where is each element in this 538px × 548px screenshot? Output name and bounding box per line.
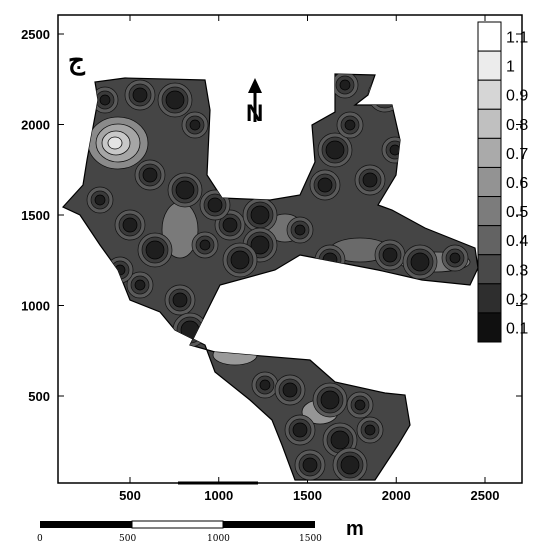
- legend-label: 0.1: [506, 320, 528, 337]
- contour-ring: [99, 94, 111, 106]
- contour-ring: [320, 390, 340, 410]
- contour-ring: [250, 235, 270, 255]
- contour-ring: [362, 172, 378, 188]
- contour-ring: [145, 240, 165, 260]
- contour-ring: [134, 279, 146, 291]
- scale-label: 0: [37, 534, 43, 543]
- scale-segment: [131, 520, 224, 529]
- legend-label: 0.3: [506, 262, 528, 279]
- legend-swatch: [477, 108, 502, 139]
- contour-ring: [172, 292, 188, 308]
- contour-ring: [354, 399, 366, 411]
- legend-swatch: [477, 137, 502, 168]
- north-arrow-icon: N: [246, 78, 263, 127]
- contour-ring: [344, 119, 356, 131]
- x-tick-label: 2500: [471, 488, 500, 503]
- contour-ring: [449, 252, 461, 264]
- north-label: N: [246, 100, 263, 127]
- contour-ring: [132, 87, 148, 103]
- contour-ring: [175, 180, 195, 200]
- contour-ring: [317, 177, 333, 193]
- legend-label: 1: [506, 59, 515, 76]
- contour-ring: [330, 430, 350, 450]
- legend-swatch: [477, 312, 502, 343]
- legend-swatch: [477, 196, 502, 227]
- contour-ring: [94, 194, 106, 206]
- legend: 1.1 1 0.9 0.8 0.7 0.6 0.5 0.4 0.3 0.2 0.1: [477, 21, 528, 343]
- legend-swatch: [477, 283, 502, 314]
- legend-label: 0.6: [506, 175, 528, 192]
- contour-ring: [292, 422, 308, 438]
- scale-unit: m: [346, 518, 364, 540]
- contour-ring: [410, 252, 430, 272]
- scale-label: 1000: [207, 534, 230, 543]
- legend-label: 0.2: [506, 291, 528, 308]
- y-axis: 500 1000 1500 2000 2500: [21, 27, 522, 404]
- contour-ring: [382, 247, 398, 263]
- study-area: [62, 73, 479, 481]
- legend-label: 0.8: [506, 117, 528, 134]
- contour-ring: [339, 79, 351, 91]
- scale-bar: 0 500 1000 1500 m: [37, 518, 364, 544]
- x-tick-label: 1000: [204, 488, 233, 503]
- legend-swatch: [477, 79, 502, 110]
- contour-ring: [325, 140, 345, 160]
- contour-ring: [294, 224, 306, 236]
- legend-swatch: [477, 166, 502, 198]
- legend-swatch: [477, 50, 502, 81]
- x-tick-label: 500: [119, 488, 141, 503]
- panel-label: ج: [68, 45, 86, 76]
- legend-label: 0.4: [506, 233, 528, 250]
- contour-ring: [122, 217, 138, 233]
- y-tick-label: 1000: [21, 299, 50, 314]
- contour-ring: [302, 457, 318, 473]
- legend-swatch: [477, 21, 502, 52]
- legend-swatch: [477, 254, 502, 285]
- contour-ring: [199, 239, 211, 251]
- legend-label: 1.1: [506, 30, 528, 47]
- legend-label: 0.5: [506, 204, 528, 221]
- x-tick-label: 2000: [382, 488, 411, 503]
- y-tick-label: 1500: [21, 208, 50, 223]
- contour-ring: [142, 167, 158, 183]
- contour-ring: [222, 217, 238, 233]
- y-tick-label: 500: [28, 389, 50, 404]
- scale-label: 500: [119, 534, 136, 543]
- x-tick-label: 1500: [293, 488, 322, 503]
- scale-segment: [40, 521, 132, 528]
- contour-ring: [189, 119, 201, 131]
- legend-swatch: [477, 225, 502, 256]
- legend-label: 0.7: [506, 146, 528, 163]
- y-tick-label: 2500: [21, 27, 50, 42]
- contour-ring: [250, 205, 270, 225]
- contour-peak: [107, 136, 123, 150]
- y-tick-label: 2000: [21, 118, 50, 133]
- contour-ring: [230, 250, 250, 270]
- contour-ring: [340, 455, 360, 475]
- contour-ring: [259, 379, 271, 391]
- contour-ring: [282, 382, 298, 398]
- scale-label: 1500: [299, 534, 322, 543]
- contour-ring: [364, 424, 376, 436]
- contour-ring: [207, 197, 223, 213]
- contour-ring: [165, 90, 185, 110]
- scale-segment: [223, 521, 315, 528]
- legend-label: 0.9: [506, 88, 528, 105]
